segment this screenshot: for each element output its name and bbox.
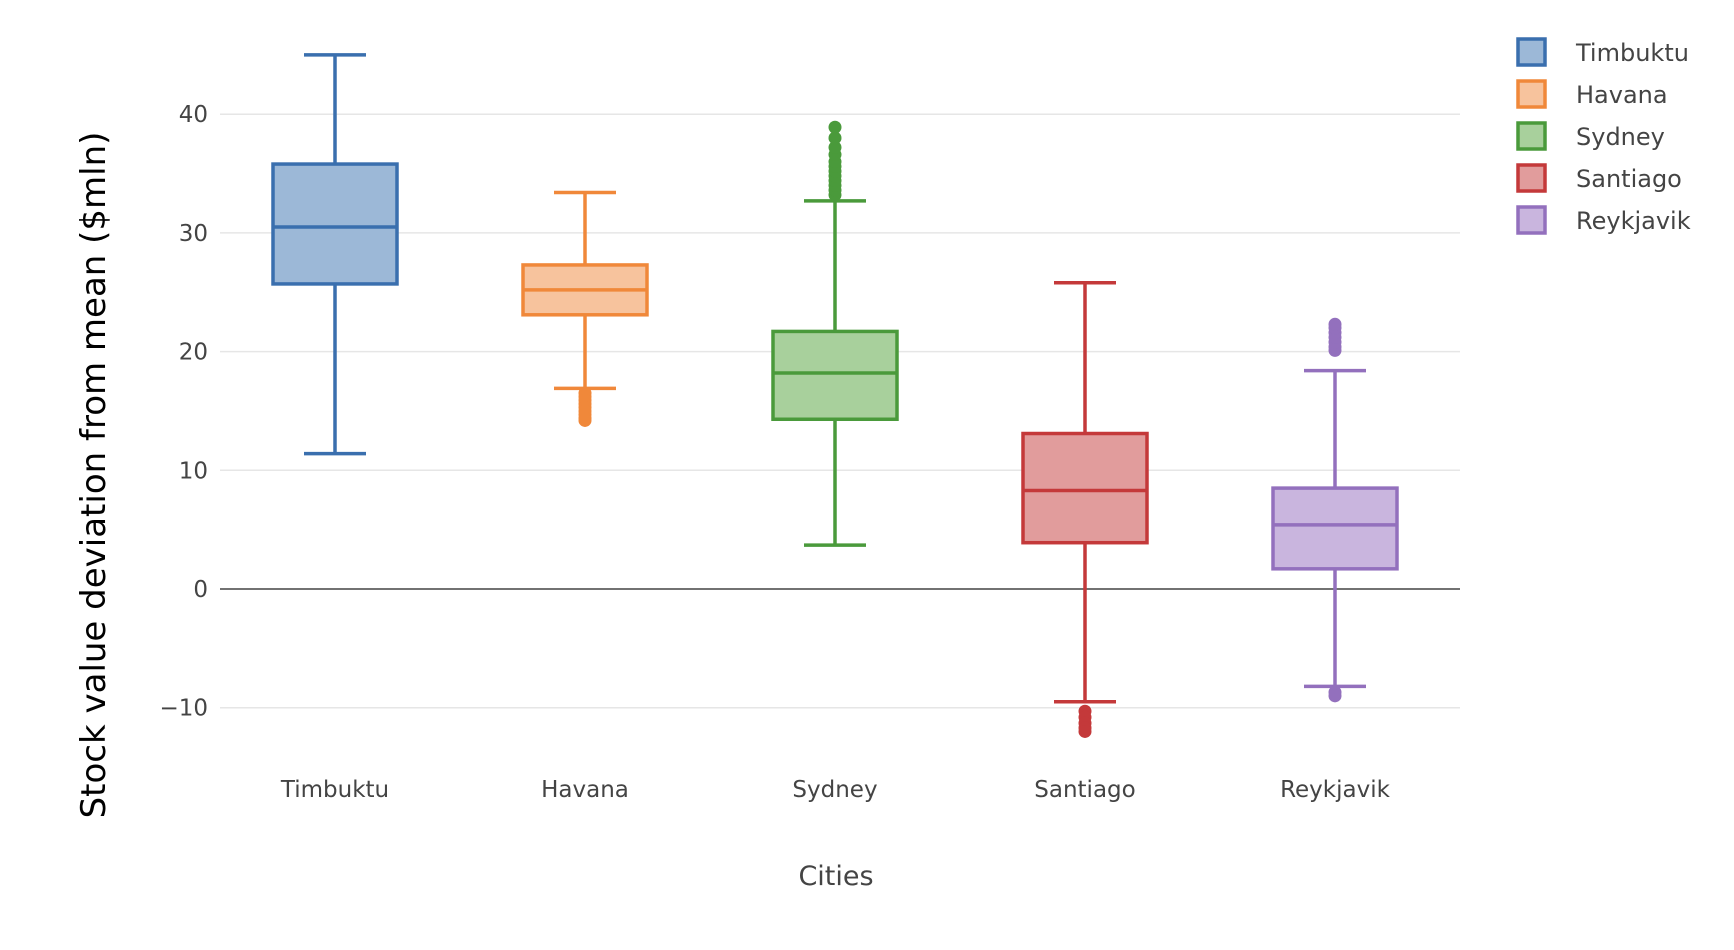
legend-label: Havana [1576,81,1668,109]
legend: Timbuktu Havana Sydney Santiago Reykjavik [1516,37,1691,235]
legend-item-sydney: Sydney [1516,121,1665,151]
iqr-box [1021,431,1149,545]
legend-label: Sydney [1576,123,1665,151]
y-axis-title: Stock value deviation from mean ($mln) [74,132,114,819]
outlier-point [1328,317,1342,331]
x-category-labels: Timbuktu Havana Sydney Santiago Reykjavik [280,777,1391,803]
legend-swatch [1516,121,1547,151]
legend-swatch [1516,163,1547,193]
y-tick-labels: −10 0 10 20 30 40 [159,102,208,722]
legend-swatch [1516,205,1547,235]
y-tick-label: 10 [179,458,208,484]
x-category-label: Havana [541,777,629,803]
box-sydney [771,120,899,547]
boxes-layer [271,53,1399,738]
y-tick-label: 20 [179,340,208,366]
outlier-point [578,413,592,427]
box-reykjavik [1271,317,1399,703]
iqr-box [1271,486,1399,571]
y-tick-label: −10 [159,696,208,722]
legend-label: Reykjavik [1576,207,1691,235]
box-timbuktu [271,53,399,456]
box-santiago [1021,281,1149,738]
outlier-point [1328,689,1342,703]
grid-layer [220,113,1460,709]
box-havana [521,190,649,427]
legend-label: Timbuktu [1575,39,1689,67]
outlier-point [828,131,842,145]
outlier-point [828,140,842,154]
x-category-label: Reykjavik [1280,777,1391,803]
iqr-box [271,162,399,286]
y-tick-label: 0 [193,577,208,603]
iqr-box [771,329,899,422]
x-category-label: Santiago [1034,777,1135,803]
outlier-point [1078,724,1092,738]
legend-swatch [1516,37,1547,67]
legend-label: Santiago [1576,165,1682,193]
y-tick-label: 40 [179,102,208,128]
x-axis-title: Cities [798,861,873,892]
legend-item-havana: Havana [1516,79,1668,109]
y-tick-label: 30 [179,221,208,247]
legend-item-reykjavik: Reykjavik [1516,205,1691,235]
x-category-label: Sydney [792,777,877,803]
legend-swatch [1516,79,1547,109]
outlier-point [828,120,842,134]
x-category-label: Timbuktu [280,777,389,803]
legend-item-santiago: Santiago [1516,163,1682,193]
legend-item-timbuktu: Timbuktu [1516,37,1689,67]
